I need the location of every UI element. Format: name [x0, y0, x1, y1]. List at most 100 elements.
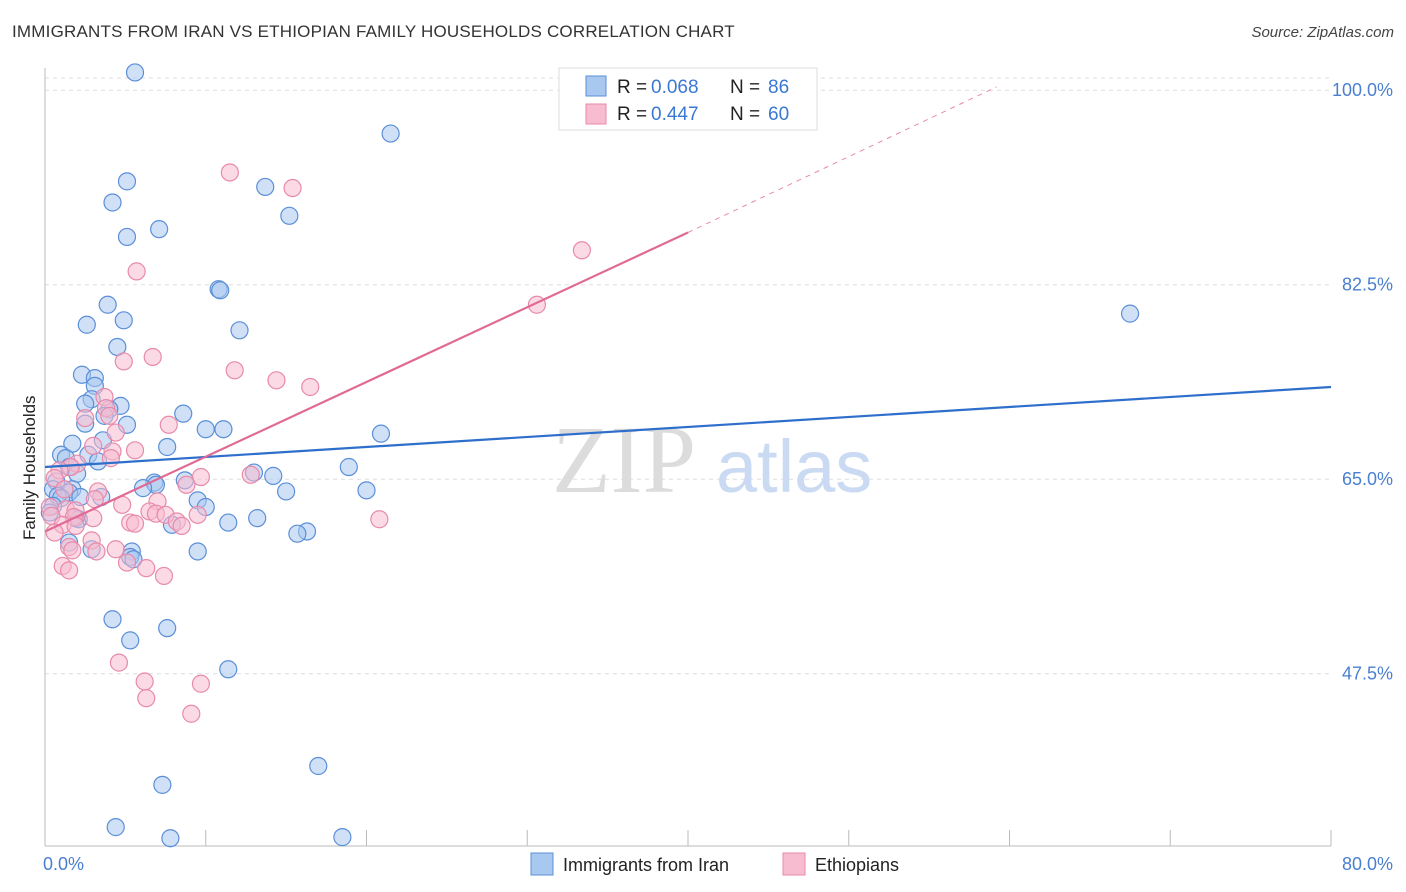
iran-point	[277, 482, 296, 501]
ethiopian-point	[143, 347, 162, 367]
iran-point	[196, 420, 215, 439]
iran-point	[280, 206, 299, 225]
iran-point	[381, 124, 400, 143]
ethiopian-point	[267, 371, 286, 390]
y-tick-label: 82.5%	[1342, 275, 1393, 295]
ethiopian-point	[220, 163, 239, 182]
y-tick-label: 47.5%	[1342, 664, 1393, 684]
ethiopian-point	[84, 436, 103, 455]
bottom-legend-swatch-iran	[530, 852, 554, 876]
iran-point	[219, 660, 238, 679]
iran-point	[339, 457, 358, 477]
iran-point	[150, 220, 169, 239]
iran-point	[211, 281, 230, 300]
iran-point	[174, 404, 193, 423]
ethiopian-point	[191, 674, 211, 693]
ethiopian-point	[370, 510, 389, 529]
ethiopian-point	[127, 262, 146, 281]
trend-layer	[44, 86, 1332, 533]
ethiopian-point	[283, 178, 302, 198]
iran-point	[288, 524, 307, 543]
iran-point	[248, 509, 267, 528]
y-axis-label: Family Households	[20, 395, 39, 540]
ethiopian-point	[182, 704, 201, 723]
iran-point	[214, 420, 233, 439]
ethiopian-point	[87, 542, 106, 561]
ethiopian-point	[137, 559, 156, 578]
top-legend: R = 0.068 N = 86 R = 0.447 N = 60	[558, 67, 818, 131]
iran-point	[188, 542, 207, 561]
legend-n-value-ethiopians: 60	[768, 104, 789, 125]
legend-swatch-ethiopians	[585, 103, 607, 125]
watermark-zip: ZIP	[552, 406, 696, 513]
iran-point	[153, 775, 172, 794]
ethiopian-trend-extension	[687, 86, 997, 233]
ethiopian-point	[76, 409, 95, 428]
bottom-legend: Immigrants from Iran Ethiopians	[530, 852, 899, 876]
ethiopian-point	[137, 689, 156, 708]
ethiopian-point	[225, 361, 244, 380]
legend-n-value-iran: 86	[768, 77, 789, 98]
ethiopian-point	[117, 553, 137, 572]
ethiopian-point	[172, 516, 191, 536]
iran-point	[357, 481, 376, 500]
chart-title: IMMIGRANTS FROM IRAN VS ETHIOPIAN FAMILY…	[12, 22, 735, 41]
ethiopian-point	[125, 441, 145, 460]
x-tick-label: 80.0%	[1342, 854, 1393, 874]
iran-point	[158, 437, 177, 457]
bottom-legend-label-iran: Immigrants from Iran	[563, 855, 729, 875]
iran-point	[98, 295, 117, 314]
ethiopian-point	[188, 505, 207, 524]
iran-point	[1120, 304, 1140, 323]
ethiopian-point	[177, 475, 196, 494]
iran-point	[106, 818, 125, 837]
axis-layer: 47.5% 65.0% 82.5% 100.0% 0.0% 80.0%	[43, 68, 1393, 874]
iran-point	[219, 513, 238, 532]
ethiopian-point	[114, 352, 133, 371]
x-tick-label: 0.0%	[43, 854, 84, 874]
ethiopian-point	[154, 566, 174, 586]
iran-point	[264, 466, 283, 485]
iran-point	[103, 193, 122, 212]
ethiopian-point	[63, 541, 82, 560]
iran-point	[117, 227, 137, 247]
iran-point	[77, 315, 96, 334]
legend-r-value-ethiopians: 0.447	[651, 104, 699, 125]
ethiopian-point	[159, 415, 178, 434]
ethiopian-point	[60, 561, 79, 580]
legend-n-label-ethiopians: N =	[730, 104, 760, 125]
legend-r-label-iran: R =	[617, 77, 647, 98]
y-tick-label: 100.0%	[1332, 80, 1393, 100]
iran-point	[256, 177, 275, 197]
iran-point	[371, 424, 391, 443]
ethiopian-point	[241, 465, 260, 484]
iran-point	[125, 63, 145, 82]
y-tick-label: 65.0%	[1342, 469, 1393, 489]
bottom-legend-label-ethiopians: Ethiopians	[815, 855, 899, 875]
ethiopian-point	[191, 467, 211, 487]
ethiopian-point	[55, 480, 74, 499]
ethiopian-point	[100, 406, 119, 425]
iran-point	[230, 321, 249, 340]
ethiopian-point	[125, 514, 145, 533]
ethiopian-point	[135, 672, 154, 691]
iran-point	[114, 311, 133, 330]
iran-point	[161, 829, 180, 848]
watermark: ZIP atlas	[552, 406, 872, 513]
ethiopian-point	[301, 377, 320, 397]
legend-r-label-ethiopians: R =	[617, 104, 647, 125]
iran-point	[333, 828, 352, 847]
ethiopian-trend-line	[44, 231, 689, 533]
watermark-atlas: atlas	[716, 425, 872, 508]
iran-point	[103, 610, 122, 629]
legend-swatch-iran	[585, 75, 607, 97]
iran-point	[121, 631, 140, 650]
bottom-legend-swatch-ethiopians	[782, 852, 806, 876]
iran-point	[309, 756, 328, 776]
ethiopian-point	[109, 653, 129, 672]
iran-point	[158, 619, 177, 638]
ethiopian-point	[106, 423, 125, 442]
iran-trend-line	[44, 385, 1332, 469]
legend-n-label-iran: N =	[730, 77, 760, 98]
